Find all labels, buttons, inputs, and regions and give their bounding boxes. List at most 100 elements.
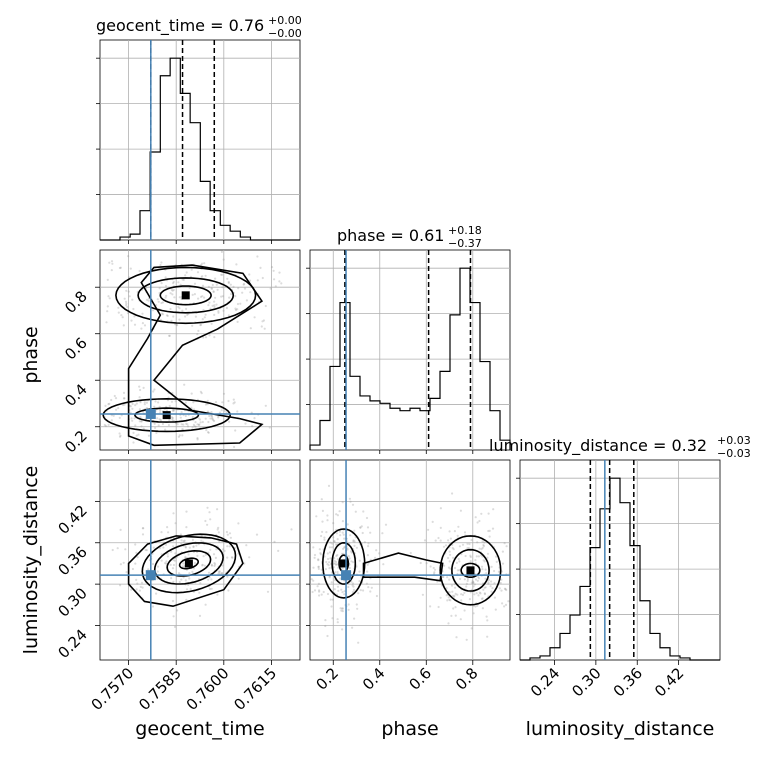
sample-point bbox=[188, 546, 191, 549]
sample-point bbox=[207, 431, 210, 434]
sample-point bbox=[317, 567, 320, 571]
contour-level bbox=[178, 557, 200, 570]
sample-point bbox=[317, 558, 320, 561]
sample-point bbox=[130, 417, 133, 420]
sample-point bbox=[140, 581, 144, 584]
sample-point bbox=[181, 434, 184, 437]
sample-point bbox=[479, 592, 482, 595]
sample-point bbox=[228, 296, 231, 299]
sample-point bbox=[324, 619, 327, 622]
sample-point bbox=[470, 538, 473, 542]
sample-point bbox=[349, 500, 352, 503]
sample-point bbox=[177, 281, 180, 284]
sample-point bbox=[110, 398, 113, 402]
sample-point bbox=[220, 250, 223, 253]
sample-point bbox=[199, 295, 203, 298]
sample-point bbox=[367, 542, 370, 545]
sample-point bbox=[207, 285, 210, 288]
sample-point bbox=[164, 562, 167, 565]
sample-point bbox=[498, 587, 501, 590]
sample-point bbox=[184, 414, 187, 418]
sample-point bbox=[90, 336, 92, 338]
sample-point bbox=[213, 562, 216, 565]
sample-point bbox=[503, 587, 507, 590]
sample-point bbox=[171, 289, 174, 292]
sample-point bbox=[185, 510, 188, 513]
sample-point bbox=[88, 305, 90, 307]
sample-point bbox=[162, 546, 165, 549]
sample-point bbox=[160, 261, 163, 264]
sample-point bbox=[166, 314, 169, 317]
sample-point bbox=[346, 548, 349, 551]
sample-point bbox=[446, 599, 449, 602]
sample-point bbox=[434, 539, 437, 542]
histogram-phase bbox=[309, 267, 511, 450]
sample-point bbox=[172, 512, 175, 515]
sample-point bbox=[156, 577, 159, 580]
sample-point bbox=[184, 315, 187, 318]
sample-point bbox=[158, 405, 161, 408]
sample-point bbox=[165, 294, 168, 297]
sample-point bbox=[233, 445, 236, 449]
title-phase-sub: −0.37 bbox=[448, 237, 482, 250]
sample-point bbox=[197, 297, 200, 300]
density-peak bbox=[162, 411, 171, 420]
sample-point bbox=[266, 590, 270, 593]
sample-point bbox=[123, 397, 126, 400]
panel-content-luminosity_distance_vs_geocent_time bbox=[100, 460, 300, 660]
sample-point bbox=[448, 530, 451, 533]
sample-point bbox=[233, 401, 236, 404]
sample-point bbox=[336, 558, 339, 561]
sample-point bbox=[151, 605, 155, 608]
histogram-geocent_time bbox=[100, 57, 300, 241]
sample-point bbox=[200, 263, 203, 266]
sample-point bbox=[486, 556, 489, 559]
sample-point bbox=[489, 585, 492, 588]
sample-point bbox=[481, 607, 484, 610]
sample-point bbox=[493, 582, 496, 585]
sample-point bbox=[216, 593, 219, 596]
sample-point bbox=[221, 286, 224, 289]
sample-point bbox=[433, 568, 437, 571]
sample-point bbox=[165, 562, 168, 565]
sample-point bbox=[212, 553, 216, 556]
sample-point bbox=[450, 584, 454, 587]
title-phase-sup: +0.18 bbox=[448, 224, 482, 237]
sample-point bbox=[174, 552, 177, 555]
sample-point bbox=[159, 418, 162, 421]
sample-point bbox=[226, 533, 229, 536]
sample-point bbox=[429, 565, 432, 568]
sample-point bbox=[227, 314, 230, 317]
sample-point bbox=[226, 277, 229, 280]
sample-point bbox=[366, 526, 370, 529]
sample-point bbox=[350, 560, 353, 563]
sample-point bbox=[341, 501, 344, 504]
sample-point bbox=[124, 300, 128, 303]
sample-point bbox=[494, 608, 497, 611]
sample-point bbox=[118, 432, 121, 435]
sample-point bbox=[232, 285, 235, 288]
sample-point bbox=[452, 556, 455, 560]
sample-point bbox=[323, 538, 326, 541]
sample-point bbox=[192, 567, 195, 570]
sample-point bbox=[336, 514, 339, 517]
sample-point bbox=[347, 585, 350, 589]
sample-point bbox=[501, 562, 505, 565]
sample-point bbox=[363, 541, 366, 544]
sample-point bbox=[184, 579, 187, 582]
sample-point bbox=[476, 541, 479, 544]
sample-point bbox=[193, 293, 196, 296]
sample-point bbox=[478, 547, 481, 550]
sample-point bbox=[200, 392, 203, 395]
sample-point bbox=[122, 561, 125, 564]
sample-point bbox=[468, 598, 471, 601]
sample-point bbox=[160, 312, 163, 315]
sample-point bbox=[369, 531, 372, 534]
sample-point bbox=[210, 414, 213, 417]
sample-point bbox=[229, 283, 232, 286]
sample-point bbox=[441, 575, 444, 579]
sample-point bbox=[474, 559, 477, 562]
sample-point bbox=[333, 540, 336, 543]
contour-level bbox=[439, 535, 502, 606]
sample-point bbox=[448, 578, 451, 581]
